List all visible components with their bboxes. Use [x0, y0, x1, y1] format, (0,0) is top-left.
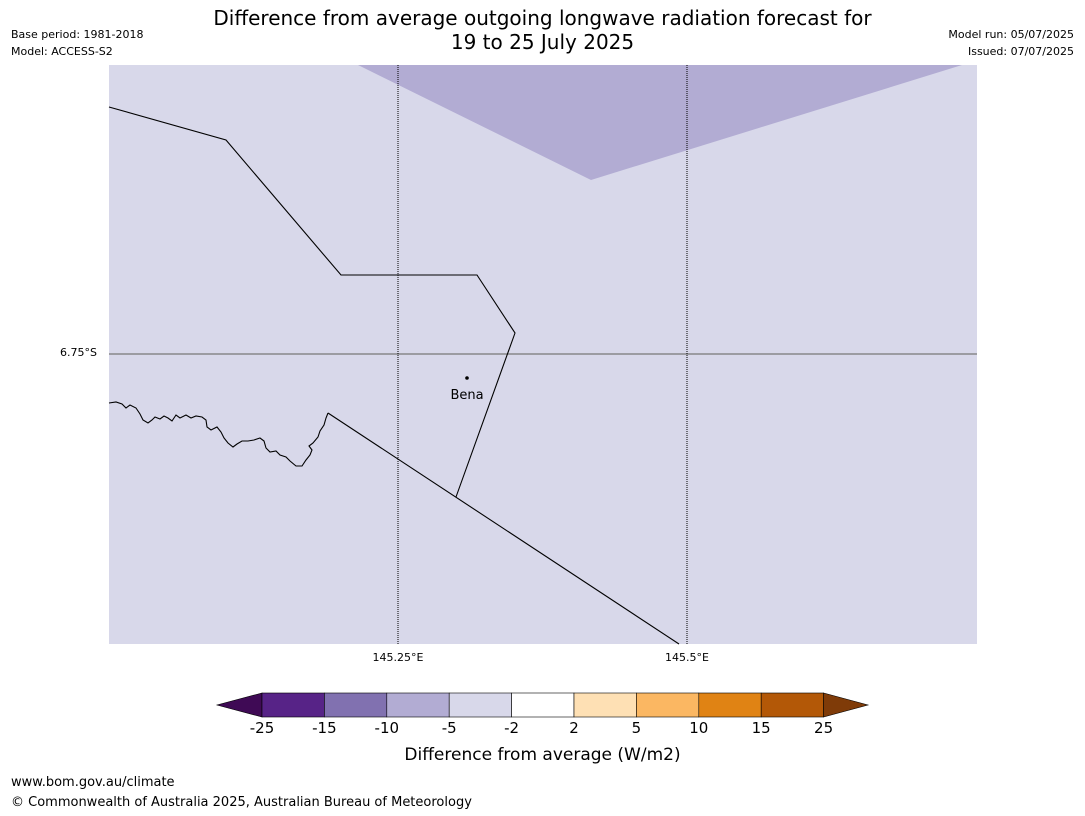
- colorbar-segment: [698, 692, 762, 718]
- colorbar-tick-label: 15: [751, 719, 771, 737]
- coastline: [108, 401, 329, 467]
- colorbar-segment: [573, 692, 637, 718]
- colorbar-segment: [760, 692, 824, 718]
- colorbar-tick-label: 10: [689, 719, 709, 737]
- footer-copyright: © Commonwealth of Australia 2025, Austra…: [11, 795, 472, 810]
- colorbar-segment: [386, 692, 450, 718]
- model-text: Model: ACCESS-S2: [11, 45, 113, 58]
- title-line-2: 19 to 25 July 2025: [450, 30, 635, 54]
- model-run-text: Model run: 05/07/2025: [948, 28, 1074, 41]
- colorbar-extension-low: [215, 692, 263, 718]
- colorbar-extension-high: [823, 692, 870, 718]
- province-boundary: [108, 106, 516, 498]
- base-period-text: Base period: 1981-2018: [11, 28, 144, 41]
- colorbar-tick-label: -15: [312, 719, 337, 737]
- latitude-label: 6.75°S: [60, 346, 97, 359]
- colorbar-segment: [324, 692, 388, 718]
- meta-left: Base period: 1981-2018 Model: ACCESS-S2: [11, 26, 143, 60]
- boundary-line: [327, 412, 680, 645]
- colorbar-segment: [448, 692, 512, 718]
- colorbar-tick-label: -25: [249, 719, 275, 737]
- footer-url: www.bom.gov.au/climate: [11, 775, 175, 790]
- meta-right: Model run: 05/07/2025 Issued: 07/07/2025: [948, 26, 1074, 60]
- colorbar-label: Difference from average (W/m2): [404, 745, 681, 765]
- colorbar-tick-label: -10: [374, 719, 400, 737]
- colorbar-tick-label: 25: [814, 719, 834, 737]
- title-line-1: Difference from average outgoing longwav…: [213, 6, 872, 30]
- issued-text: Issued: 07/07/2025: [967, 45, 1074, 58]
- colorbar-tick-label: -5: [441, 719, 457, 737]
- colorbar-segment: [636, 692, 700, 718]
- anomaly-region: [358, 65, 962, 180]
- place-marker: [465, 376, 469, 380]
- colorbar-tick-label: 5: [631, 719, 642, 737]
- colorbar-segment: [261, 692, 325, 718]
- chart-title: Difference from average outgoing longwav…: [0, 6, 1085, 54]
- longitude-label-2: 145.5°E: [665, 651, 709, 664]
- place-name: Bena: [450, 388, 484, 403]
- colorbar-tick-label: 2: [569, 719, 579, 737]
- colorbar-tick-label: -2: [504, 719, 520, 737]
- colorbar-segment: [511, 692, 575, 718]
- longitude-label-1: 145.25°E: [372, 651, 424, 664]
